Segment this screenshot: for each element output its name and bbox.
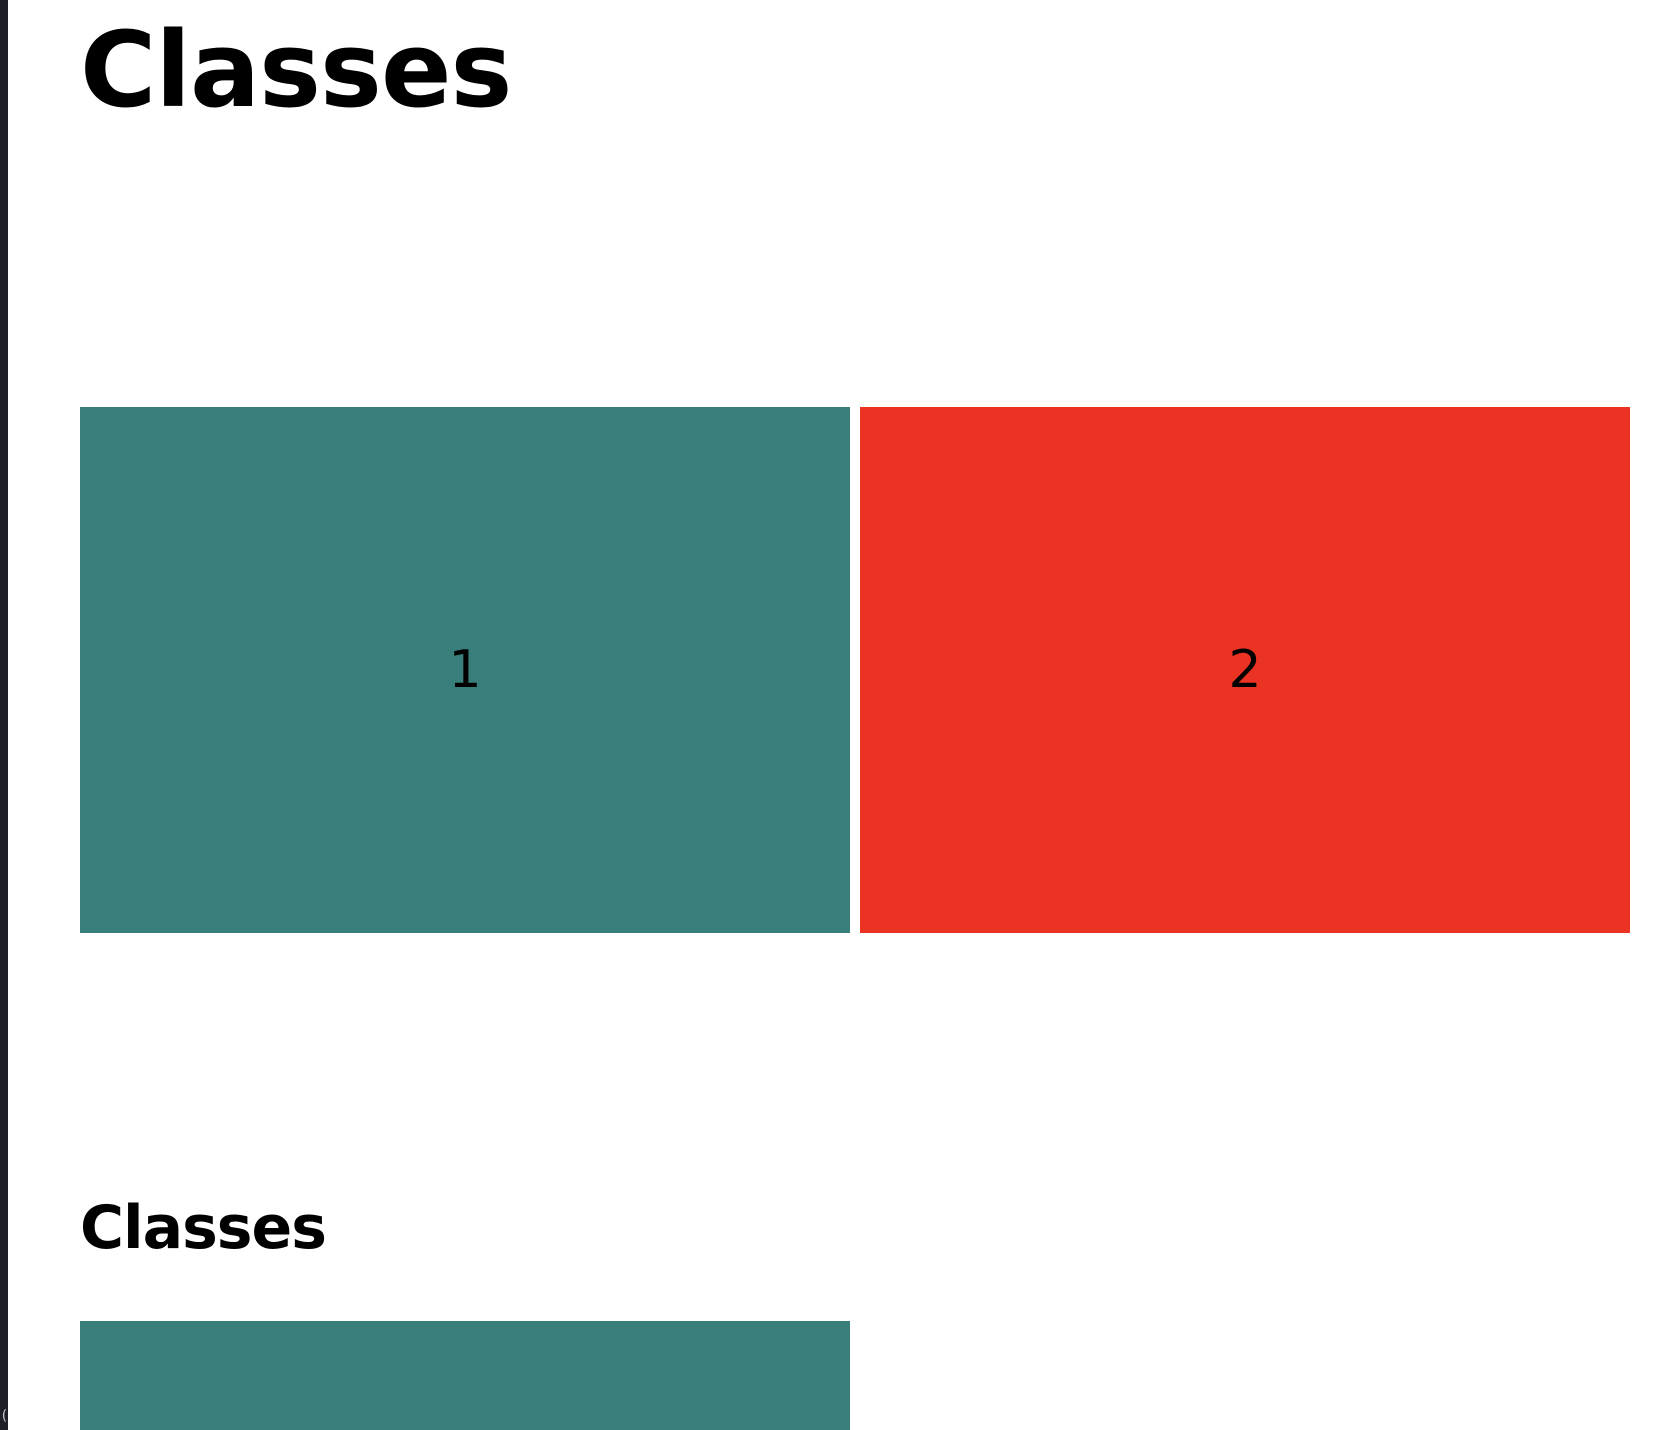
grid-box-2: 2 <box>860 407 1630 933</box>
grid-box-1-label: 1 <box>448 640 482 700</box>
left-window-edge: ( <box>0 0 8 1430</box>
section-heading-1: Classes <box>80 9 512 131</box>
section-heading-2: Classes <box>80 1193 327 1263</box>
grid-box-1: 1 <box>80 407 850 933</box>
grid-box-2-label: 2 <box>1228 640 1262 700</box>
page-content: Classes 1 2 Classes <box>80 0 1630 1430</box>
left-edge-mark: ( <box>0 1408 9 1424</box>
grid-box-3 <box>80 1321 850 1430</box>
